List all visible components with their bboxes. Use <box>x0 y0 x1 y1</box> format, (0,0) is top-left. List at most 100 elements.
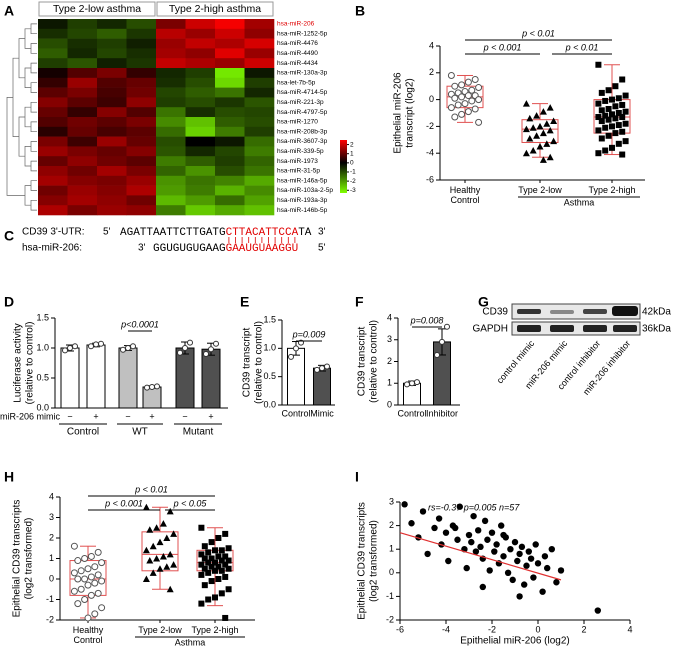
x-tick-label: 4 <box>627 624 632 634</box>
heatmap-cell <box>215 68 245 79</box>
data-point <box>522 125 530 133</box>
panel-letter: I <box>355 469 359 485</box>
heatmap-cell <box>215 156 245 167</box>
data-point <box>142 546 150 554</box>
group-label: Mutant <box>183 427 214 438</box>
heatmap-cell <box>156 38 186 49</box>
heatmap-cell <box>156 58 186 69</box>
heatmap-cell <box>38 126 68 137</box>
heatmap-cell <box>185 185 216 196</box>
heatmap-cell <box>97 68 127 79</box>
data-point <box>471 76 479 83</box>
data-point <box>87 573 95 581</box>
data-point <box>622 138 629 145</box>
blot-band <box>517 309 541 314</box>
heatmap-cell <box>97 48 127 59</box>
heatmap-cell <box>38 38 68 49</box>
data-point <box>84 581 92 589</box>
data-point <box>464 108 472 116</box>
data-point <box>463 564 470 572</box>
data-point <box>612 115 619 122</box>
data-point <box>67 345 73 351</box>
data-point <box>182 345 188 351</box>
heatmap-cell <box>156 19 186 30</box>
heatmap-cell <box>185 205 216 216</box>
data-point <box>598 118 605 125</box>
heatmap-cell <box>215 117 245 128</box>
dendrogram <box>24 146 31 167</box>
data-point <box>598 135 605 142</box>
data-point <box>522 100 530 107</box>
data-point <box>550 137 558 145</box>
x-tick-label: -2 <box>488 624 496 634</box>
data-point <box>609 96 615 103</box>
heatmap-cell <box>215 48 245 59</box>
heatmap-cell <box>67 195 98 206</box>
data-point <box>595 150 602 157</box>
bar <box>118 347 138 409</box>
data-point <box>203 351 209 357</box>
dendrogram <box>12 57 19 137</box>
data-point <box>468 97 476 105</box>
data-point <box>447 71 455 79</box>
heatmap-cell <box>38 107 68 118</box>
heatmap-cell <box>38 19 68 30</box>
heatmap-cell <box>244 205 275 216</box>
data-point <box>444 323 450 330</box>
y-tick-label: 4 <box>429 40 434 50</box>
data-point <box>533 112 541 119</box>
heatmap-cell <box>156 68 186 79</box>
x-tick-label: − <box>125 411 130 421</box>
heatmap-cell <box>244 107 275 118</box>
data-point <box>543 120 551 127</box>
data-point <box>529 124 537 131</box>
column-group-label: Type 2-low asthma <box>53 3 141 15</box>
x-tick-label: Healthy Control <box>449 185 481 205</box>
data-point <box>74 600 82 608</box>
y-axis-label: CD39 transcript <box>242 328 253 398</box>
dendrogram <box>24 106 31 128</box>
data-point <box>98 577 106 585</box>
data-point <box>213 340 219 347</box>
data-point <box>222 553 229 560</box>
data-point <box>166 550 174 558</box>
data-point <box>612 103 619 110</box>
row-label: hsa-miR-221-3p <box>277 99 324 106</box>
data-point <box>205 549 212 556</box>
data-point <box>464 78 472 86</box>
heatmap-cell <box>244 58 275 69</box>
data-point <box>498 522 505 529</box>
data-point <box>187 339 193 346</box>
heatmap-cell <box>67 19 98 30</box>
data-point <box>142 503 150 511</box>
heatmap-cell <box>185 58 216 69</box>
data-point <box>619 76 626 83</box>
data-point <box>458 93 466 101</box>
significance-label: p < 0.01 <box>134 484 168 494</box>
data-point <box>201 582 208 589</box>
dendrogram <box>6 97 25 196</box>
data-point <box>451 82 459 90</box>
heatmap-cell <box>126 146 157 157</box>
heatmap-cell <box>67 175 98 186</box>
data-point <box>602 124 609 131</box>
data-point <box>500 531 507 539</box>
heatmap-cell <box>97 126 127 137</box>
data-point <box>142 575 150 582</box>
data-point <box>533 132 541 139</box>
data-point <box>539 129 547 137</box>
data-point <box>543 140 551 147</box>
panel-letter: A <box>4 3 14 19</box>
y-tick-label: -2 <box>46 614 54 624</box>
data-point <box>98 340 104 347</box>
heatmap-cell <box>215 185 245 196</box>
data-point <box>93 341 99 348</box>
x-axis-label: Epithelial miR-206 (log2) <box>460 636 570 647</box>
colorbar-tick-label: -3 <box>350 187 356 194</box>
y-axis-label: CD39 transcript <box>357 327 368 397</box>
heatmap-cell <box>97 146 127 157</box>
data-point <box>479 583 486 591</box>
heatmap-cell <box>185 48 216 59</box>
heatmap-cell <box>97 175 127 186</box>
data-point <box>201 543 208 550</box>
